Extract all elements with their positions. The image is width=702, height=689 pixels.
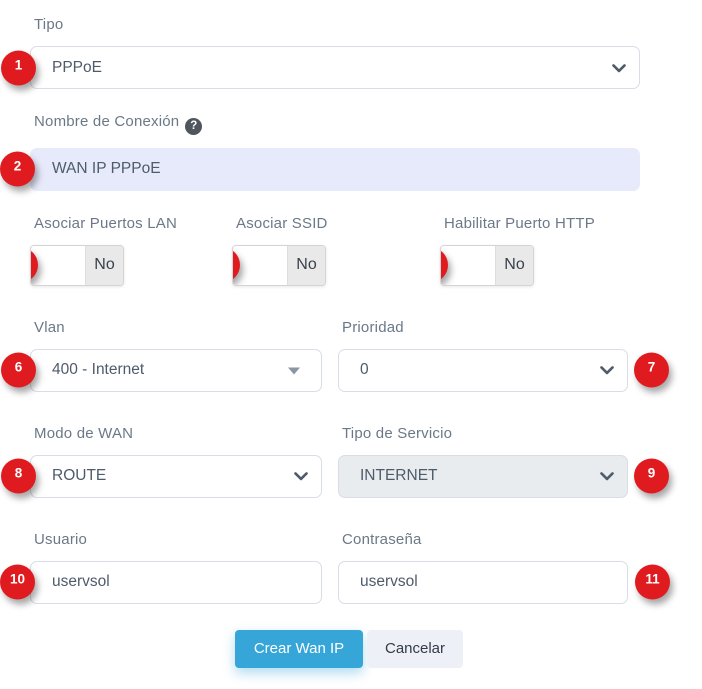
wan-mode-select[interactable]: 8 ROUTE <box>1 454 322 498</box>
chevron-down-icon <box>600 472 614 481</box>
connection-name-input[interactable] <box>30 147 640 191</box>
ssid-toggle[interactable]: 4 No <box>232 244 326 286</box>
vlan-select-value: 400 - Internet <box>52 361 145 378</box>
vlan-label: Vlan <box>34 318 65 336</box>
username-input[interactable] <box>30 560 322 604</box>
annotation-badge-3: 3 <box>31 247 38 283</box>
cancel-button[interactable]: Cancelar <box>367 629 463 668</box>
caret-down-icon <box>288 367 300 375</box>
toggle-state-label: No <box>288 245 325 285</box>
wan-ip-form: Tipo 1 PPPoE Nombre de Conexión? 2 Asoci… <box>0 16 702 668</box>
connection-name-label-text: Nombre de Conexión <box>34 113 180 130</box>
wan-mode-label: Modo de WAN <box>34 424 134 442</box>
toggle-state-label: No <box>496 245 533 285</box>
annotation-badge-10: 10 <box>0 564 35 600</box>
http-port-toggle[interactable]: 5 No <box>440 244 534 286</box>
annotation-badge-6: 6 <box>1 352 36 388</box>
lan-ports-toggle-label: Asociar Puertos LAN <box>34 214 178 232</box>
vlan-select[interactable]: 6 400 - Internet <box>1 348 322 392</box>
lan-ports-toggle[interactable]: 3 No <box>30 244 124 286</box>
priority-label: Prioridad <box>342 318 404 336</box>
create-wan-ip-button[interactable]: Crear Wan IP <box>235 629 363 668</box>
service-type-label: Tipo de Servicio <box>342 424 453 442</box>
service-type-select: 9 INTERNET <box>338 454 669 498</box>
ssid-toggle-label: Asociar SSID <box>236 214 328 232</box>
priority-select[interactable]: 7 0 <box>338 348 669 392</box>
annotation-badge-4: 4 <box>233 247 240 283</box>
annotation-badge-11: 11 <box>635 564 670 600</box>
tipo-select[interactable]: 1 PPPoE <box>1 46 640 89</box>
chevron-down-icon <box>600 366 614 375</box>
http-port-toggle-label: Habilitar Puerto HTTP <box>444 214 595 232</box>
annotation-badge-1: 1 <box>1 50 36 85</box>
priority-select-value: 0 <box>360 361 369 378</box>
service-type-select-value: INTERNET <box>360 467 438 484</box>
chevron-down-icon <box>612 63 626 72</box>
annotation-badge-7: 7 <box>634 352 669 388</box>
toggle-knob <box>441 245 496 285</box>
annotation-badge-9: 9 <box>634 458 669 494</box>
toggle-state-label: No <box>86 245 123 285</box>
annotation-badge-8: 8 <box>1 458 36 494</box>
password-label: Contraseña <box>342 530 422 548</box>
toggle-knob <box>31 245 86 285</box>
username-label: Usuario <box>34 530 88 548</box>
toggle-knob <box>233 245 288 285</box>
chevron-down-icon <box>294 472 308 481</box>
connection-name-label: Nombre de Conexión? <box>34 113 702 135</box>
help-icon[interactable]: ? <box>185 117 203 135</box>
toggles-row: Asociar Puertos LAN 3 No Asociar SSID 4 … <box>30 215 702 286</box>
password-input[interactable] <box>338 560 628 604</box>
annotation-badge-2: 2 <box>0 151 35 187</box>
tipo-select-value: PPPoE <box>52 58 102 76</box>
form-actions: Crear Wan IP Cancelar <box>30 629 702 668</box>
tipo-label: Tipo <box>34 16 64 33</box>
wan-mode-select-value: ROUTE <box>52 467 107 484</box>
annotation-badge-5: 5 <box>441 247 448 283</box>
